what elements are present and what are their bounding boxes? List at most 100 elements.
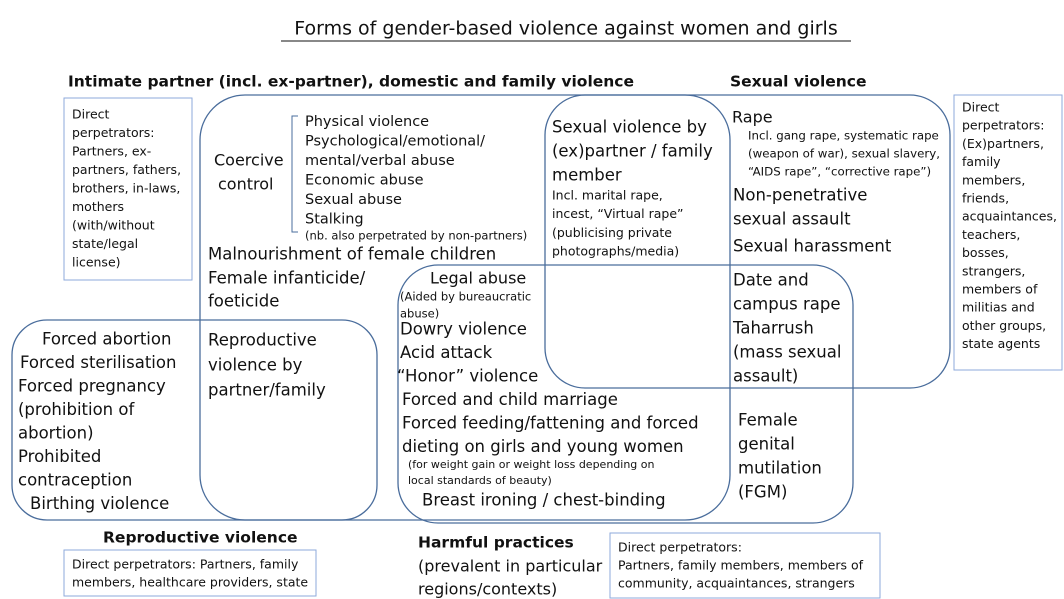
section-note: (prevalent in particular	[418, 557, 603, 576]
detail: Incl. gang rape, systematic rape	[748, 129, 939, 143]
item: Forced pregnancy	[18, 377, 166, 396]
perpetrator-text: perpetrators:	[72, 125, 155, 140]
perpetrator-text: militias and	[962, 300, 1035, 315]
item: Forced feeding/fattening and forced	[402, 414, 699, 433]
harmful-region	[397, 264, 854, 524]
item: Economic abuse	[305, 173, 424, 189]
perpetrator-text: Partners, ex-	[72, 144, 151, 159]
item: Breast ironing / chest-binding	[422, 491, 666, 510]
item: genital	[738, 435, 795, 454]
perpetrator-text: Direct perpetrators:	[618, 540, 742, 555]
perpetrator-text: state/legal	[72, 236, 138, 251]
item: Forced sterilisation	[20, 353, 176, 372]
item: Sexual abuse	[305, 192, 402, 208]
perpetrator-text: mothers	[72, 199, 124, 214]
item: Malnourishment of female children	[208, 245, 496, 264]
item: dieting on girls and young women	[402, 437, 684, 456]
ipv-perpetrator-box	[63, 97, 193, 281]
perpetrator-text: friends,	[962, 191, 1009, 206]
item: Reproductive	[208, 331, 317, 350]
detail: (Aided by bureaucratic	[400, 290, 531, 304]
item: sexual assault	[733, 210, 851, 229]
detail: photographs/media)	[552, 244, 679, 259]
item: violence by	[208, 356, 303, 375]
item: Birthing violence	[30, 494, 169, 513]
perpetrator-text: Partners, family members, members of	[618, 558, 864, 573]
perpetrator-text: Direct	[72, 107, 110, 122]
item: Coercive	[214, 151, 284, 170]
perpetrator-text: members of	[962, 282, 1038, 297]
item: Date and	[733, 271, 809, 290]
section-heading: Intimate partner (incl. ex-partner), dom…	[68, 73, 634, 91]
detail: abuse)	[400, 307, 439, 321]
perpetrator-text: brothers, in-laws,	[72, 181, 180, 196]
item: contraception	[18, 471, 132, 490]
section-heading: Harmful practices	[418, 534, 574, 552]
sexual-region	[544, 94, 951, 389]
item: member	[552, 166, 622, 185]
perpetrator-text: (with/without	[72, 218, 155, 233]
perpetrator-text: family	[962, 154, 1001, 169]
item: foeticide	[208, 292, 279, 311]
item: Non-penetrative	[733, 186, 867, 205]
perpetrator-text: community, acquaintances, strangers	[618, 576, 855, 591]
detail: (weapon of war), sexual slavery,	[748, 147, 940, 161]
perpetrator-text: strangers,	[962, 263, 1025, 278]
perpetrator-text: (Ex)partners,	[962, 136, 1044, 151]
item: (prohibition of	[18, 400, 135, 419]
item: (ex)partner / family	[552, 142, 713, 161]
item: Dowry violence	[400, 320, 527, 339]
detail: (publicising private	[552, 225, 672, 240]
item: Stalking	[305, 212, 364, 228]
reproductive-perpetrator-box	[63, 549, 317, 597]
item: assault)	[733, 367, 798, 386]
item: mutilation	[738, 459, 822, 478]
detail: “AIDS rape”, “corrective rape”)	[748, 165, 931, 179]
harmful-perpetrator-box	[609, 532, 881, 599]
item: Forced and child marriage	[402, 390, 618, 409]
detail: incest, “Virtual rape”	[552, 206, 684, 221]
perpetrator-text: bosses,	[962, 245, 1009, 260]
title: Forms of gender-based violence against w…	[294, 18, 838, 40]
perpetrator-text: license)	[72, 255, 121, 270]
detail: Incl. marital rape,	[552, 188, 663, 203]
item: (mass sexual	[733, 343, 841, 362]
item: Sexual violence by	[552, 118, 707, 137]
item: Forced abortion	[42, 330, 171, 349]
item: partner/family	[208, 381, 326, 400]
item: control	[218, 175, 273, 194]
ipv-region	[199, 94, 731, 521]
item: Taharrush	[732, 319, 814, 338]
section-heading: Reproductive violence	[103, 529, 298, 547]
item: Rape	[732, 108, 773, 127]
item: Female infanticide/	[208, 269, 366, 288]
item: Female	[738, 411, 798, 430]
item: mental/verbal abuse	[305, 153, 455, 169]
perpetrator-text: state agents	[962, 336, 1040, 351]
perpetrator-text: other groups,	[962, 318, 1046, 333]
item: Prohibited	[18, 447, 101, 466]
item: abortion)	[18, 424, 94, 443]
perpetrator-text: members,	[962, 172, 1025, 187]
section-heading: Sexual violence	[730, 73, 867, 91]
perpetrator-text: partners, fathers,	[72, 162, 181, 177]
perpetrator-text: acquaintances,	[962, 209, 1057, 224]
perpetrator-text: perpetrators:	[962, 118, 1045, 133]
item: Sexual harassment	[733, 237, 892, 256]
detail: (for weight gain or weight loss dependin…	[408, 458, 655, 471]
item: (FGM)	[738, 483, 787, 502]
perpetrator-text: Direct perpetrators: Partners, family	[72, 557, 299, 572]
note: (nb. also perpetrated by non-partners)	[305, 229, 527, 243]
detail: local standards of beauty)	[408, 474, 552, 487]
item: “Honor” violence	[397, 367, 538, 386]
reproductive-region	[11, 319, 378, 521]
perpetrator-text: Direct	[962, 100, 1000, 115]
perpetrator-text: teachers,	[962, 227, 1020, 242]
item: Acid attack	[400, 343, 493, 362]
section-note: regions/contexts)	[418, 580, 557, 599]
item: Legal abuse	[430, 269, 526, 288]
item: Psychological/emotional/	[305, 134, 485, 150]
item: campus rape	[733, 295, 841, 314]
bracket	[291, 115, 298, 233]
